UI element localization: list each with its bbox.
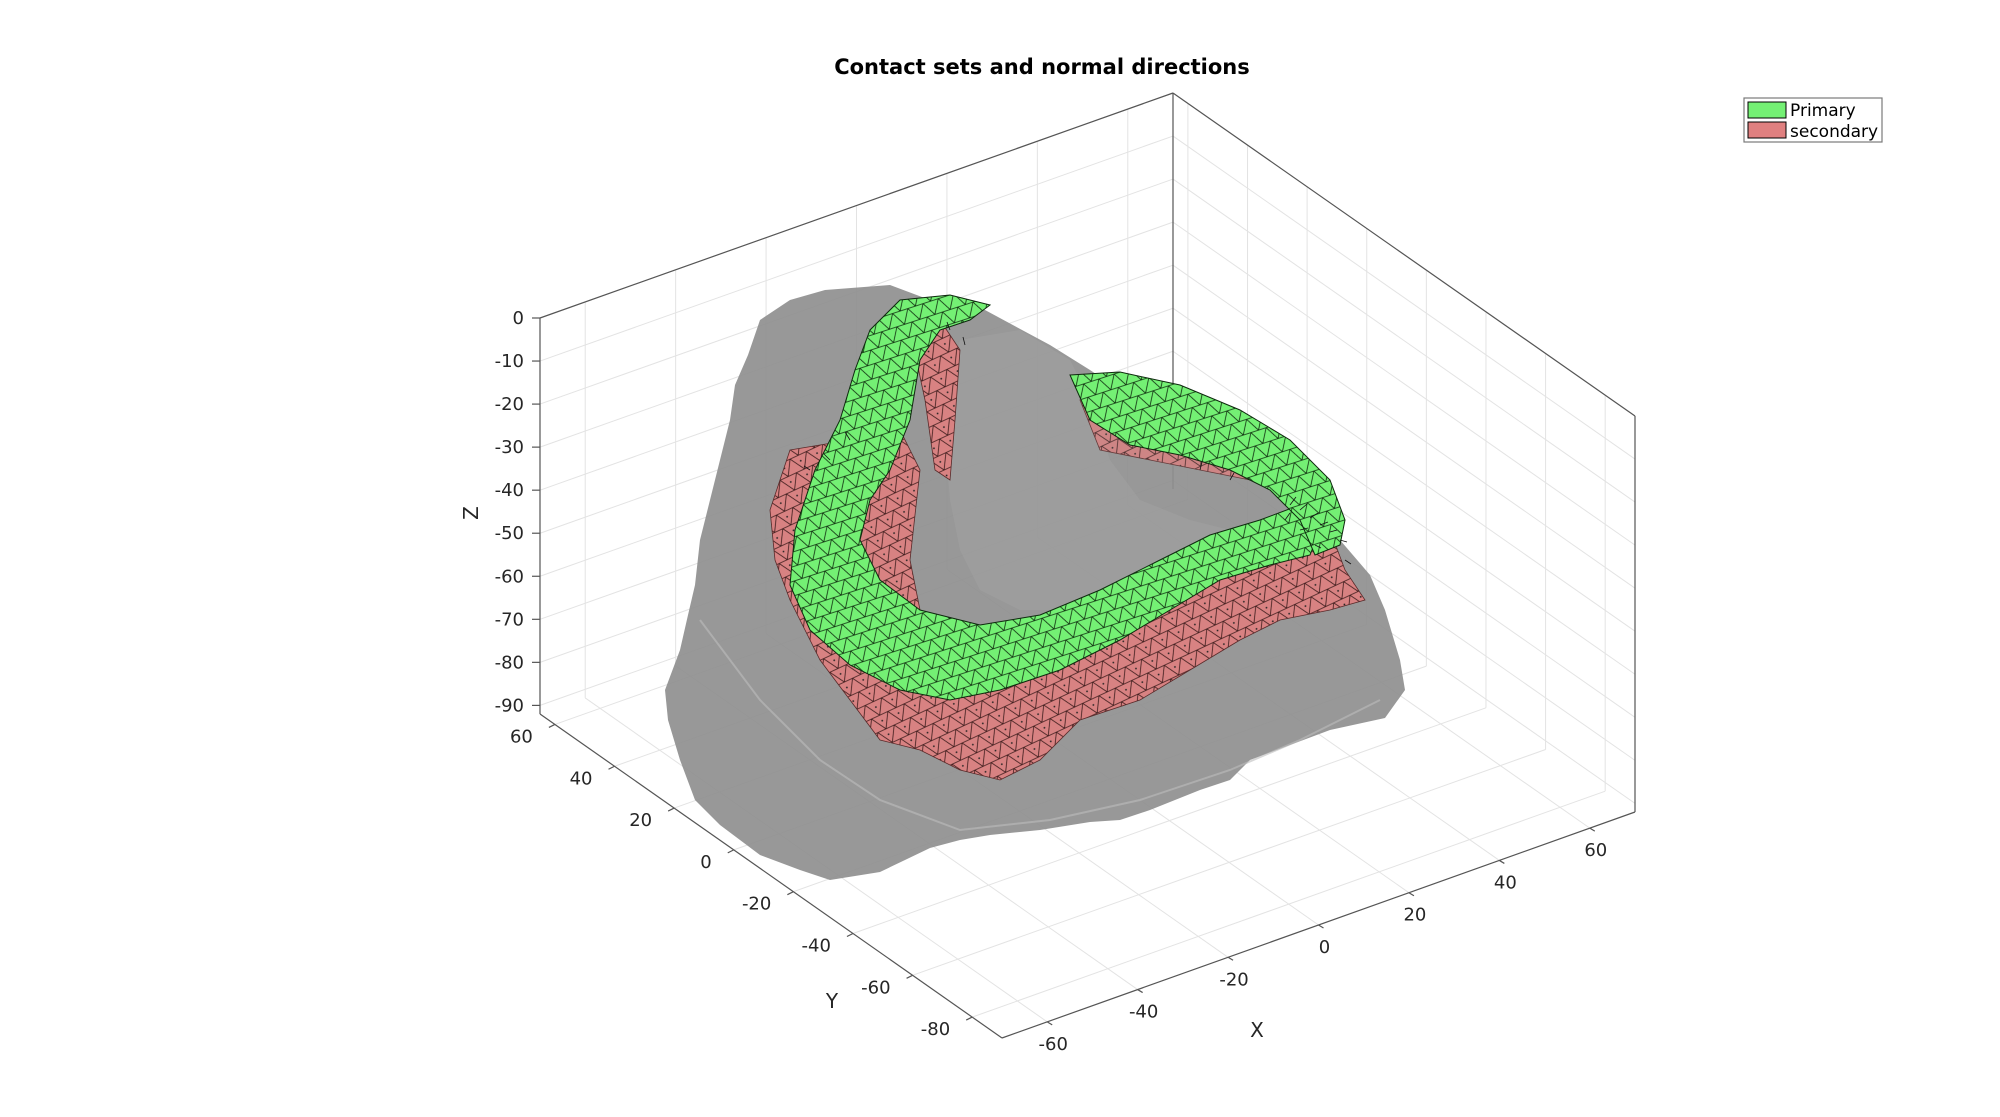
x-tick-mark (1408, 892, 1415, 897)
z-tick-label: -20 (495, 394, 524, 415)
x-tick-mark (1137, 989, 1143, 994)
y-tick-label: -80 (921, 1019, 950, 1040)
primary-contact-surface (789, 294, 1346, 701)
grid-line (1172, 350, 1636, 675)
y-tick-mark (548, 723, 556, 728)
z-tick-label: -70 (495, 609, 524, 630)
y-tick-mark (906, 974, 913, 979)
x-tick-mark (1318, 924, 1324, 929)
axes-edge (1172, 92, 1636, 417)
grid-line (972, 790, 1606, 1018)
normal-direction-vectors (803, 321, 1352, 565)
grid-line (539, 135, 1174, 362)
x-tick-mark (1499, 859, 1505, 864)
grid-line (1172, 221, 1636, 546)
z-tick-label: -30 (495, 437, 524, 458)
z-axis-label: Z (459, 506, 483, 520)
axes-edge (539, 92, 1174, 319)
axes-edge (539, 713, 1003, 1039)
y-tick-mark (965, 1016, 973, 1021)
grid-line (1172, 264, 1636, 589)
x-tick-mark (1589, 827, 1596, 832)
x-tick-label: 0 (1319, 937, 1330, 958)
z-tick-label: -10 (495, 351, 524, 372)
legend-swatch-primary (1747, 101, 1787, 119)
x-tick-mark (1046, 1021, 1053, 1026)
y-tick-label: -40 (802, 935, 831, 956)
x-tick-label: -60 (1039, 1034, 1068, 1055)
y-axis-label: Y (825, 989, 839, 1013)
legend-swatch-secondary (1747, 121, 1787, 139)
y-tick-mark (667, 807, 675, 812)
x-tick-label: 40 (1494, 872, 1517, 893)
chart-title: Contact sets and normal directions (834, 55, 1250, 79)
z-tick-label: 0 (513, 308, 524, 329)
y-tick-label: 0 (700, 852, 711, 873)
z-tick-label: -40 (495, 480, 524, 501)
y-tick-mark (787, 891, 794, 896)
y-tick-mark (608, 765, 615, 770)
grid-line (1172, 178, 1636, 503)
legend-label-secondary: secondary (1790, 122, 1878, 142)
z-tick-label: -50 (495, 523, 524, 544)
axis-ticks: -60 -40 -20 0 20 40 60 -80 -60 -40 -20 0 20 40 60 0 -10 -… (495, 308, 1608, 1055)
x-axis-label: X (1250, 1018, 1264, 1042)
y-tick-mark (727, 849, 735, 854)
grid-line (912, 749, 1546, 976)
x-tick-label: -40 (1129, 1002, 1158, 1023)
legend-label-primary: Primary (1790, 101, 1856, 121)
grid-line (1172, 307, 1636, 632)
y-tick-label: -20 (742, 894, 771, 915)
z-tick-label: -80 (495, 652, 524, 673)
x-tick-label: -20 (1219, 969, 1248, 990)
x-tick-label: 20 (1403, 905, 1426, 926)
y-tick-label: 20 (629, 810, 652, 831)
y-tick-label: 60 (510, 726, 533, 747)
legend[interactable]: Primary secondary (1743, 97, 1883, 143)
y-tick-label: -60 (861, 977, 890, 998)
y-tick-label: 40 (570, 768, 593, 789)
x-tick-label: 60 (1584, 840, 1607, 861)
z-tick-label: -60 (495, 566, 524, 587)
grid-line (1172, 135, 1636, 460)
z-tick-label: -90 (495, 695, 524, 716)
grid-line (852, 707, 1487, 934)
x-tick-mark (1227, 956, 1234, 961)
y-tick-mark (846, 932, 854, 938)
